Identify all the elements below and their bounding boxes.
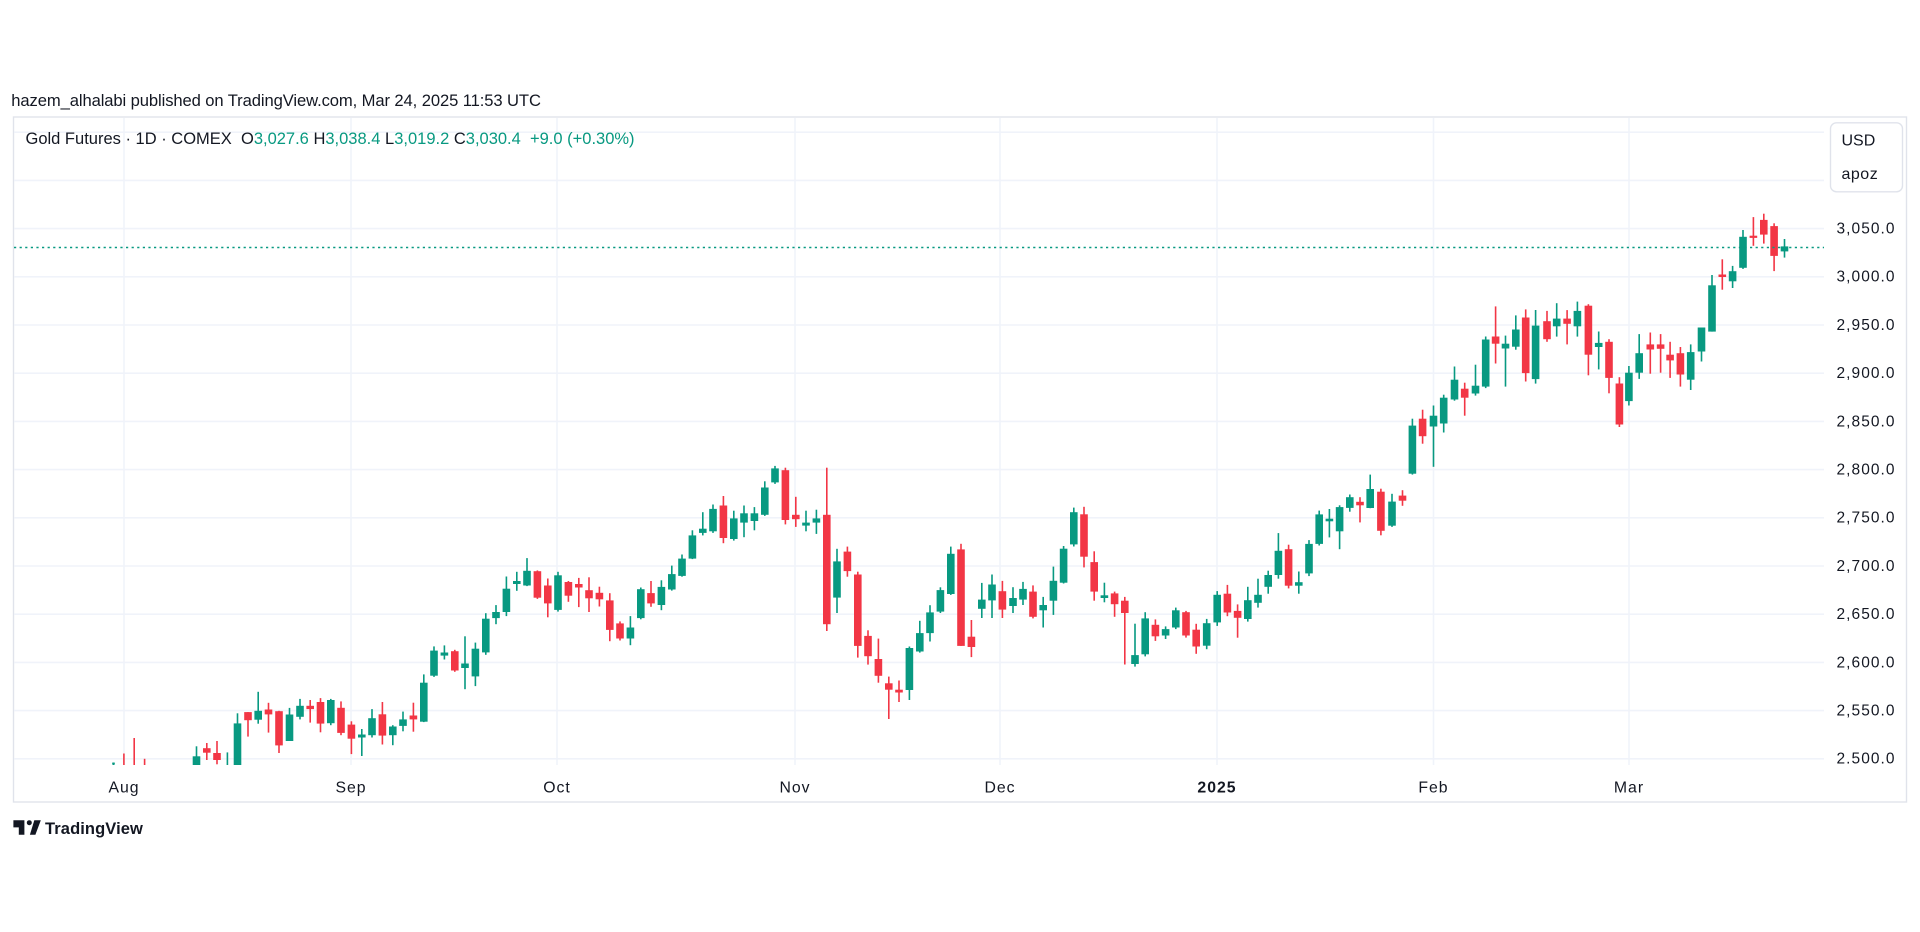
svg-text:Dec: Dec bbox=[984, 779, 1015, 796]
svg-text:apoz: apoz bbox=[1842, 166, 1879, 183]
svg-text:Gold Futures · 1D · COMEX O3,: Gold Futures · 1D · COMEX O3,027.6 H3,03… bbox=[26, 130, 635, 148]
svg-text:2,650.0: 2,650.0 bbox=[1837, 606, 1896, 623]
svg-text:2,700.0: 2,700.0 bbox=[1837, 558, 1896, 575]
svg-text:Feb: Feb bbox=[1418, 779, 1448, 796]
svg-text:2,950.0: 2,950.0 bbox=[1837, 317, 1896, 334]
svg-text:Aug: Aug bbox=[108, 779, 139, 796]
svg-text:Nov: Nov bbox=[779, 779, 810, 796]
svg-text:Sep: Sep bbox=[335, 779, 366, 796]
svg-text:2,750.0: 2,750.0 bbox=[1837, 510, 1896, 527]
svg-text:2.500.0: 2.500.0 bbox=[1837, 751, 1896, 768]
svg-text:2,550.0: 2,550.0 bbox=[1837, 703, 1896, 720]
svg-text:2,800.0: 2,800.0 bbox=[1837, 462, 1896, 479]
svg-text:2,900.0: 2,900.0 bbox=[1837, 365, 1896, 382]
svg-text:USD: USD bbox=[1842, 133, 1876, 150]
svg-text:TradingView: TradingView bbox=[45, 820, 143, 838]
svg-text:3,000.0: 3,000.0 bbox=[1837, 269, 1896, 286]
svg-text:3,050.0: 3,050.0 bbox=[1837, 221, 1896, 238]
svg-text:2,600.0: 2,600.0 bbox=[1837, 654, 1896, 671]
svg-text:Oct: Oct bbox=[543, 779, 571, 796]
svg-text:2,850.0: 2,850.0 bbox=[1837, 413, 1896, 430]
svg-text:Mar: Mar bbox=[1614, 779, 1644, 796]
svg-text:2025: 2025 bbox=[1197, 779, 1236, 796]
svg-text:hazem_alhalabi published on Tr: hazem_alhalabi published on TradingView.… bbox=[11, 91, 541, 110]
